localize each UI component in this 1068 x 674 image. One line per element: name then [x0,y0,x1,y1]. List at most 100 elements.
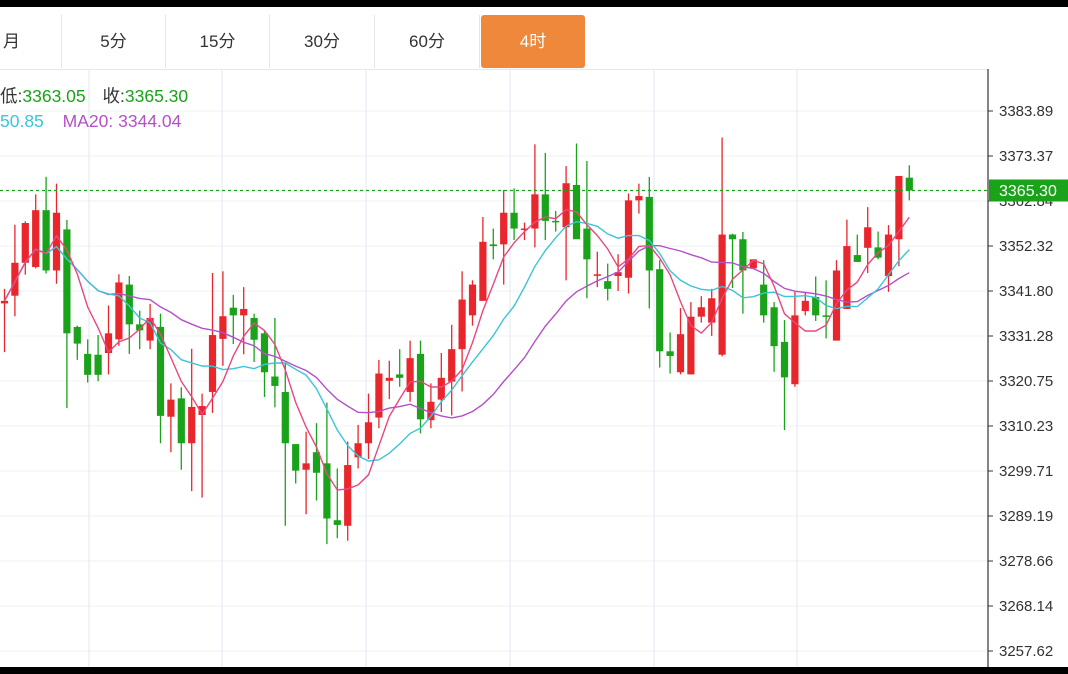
candle-body [198,406,206,416]
candle-body [427,401,435,421]
candle-body [635,196,643,201]
candle-body [645,196,653,271]
candle-body [240,308,248,316]
price-tick-label: 3383.89 [999,103,1053,120]
tab-month[interactable]: 月 [0,15,62,68]
candle-body [541,194,549,221]
candle-body [562,183,570,228]
candle-body [832,270,841,341]
candle-body [271,376,279,386]
candle-body [302,463,310,470]
candle-body [822,315,830,317]
candle-body [167,399,175,417]
candle-body [812,296,820,316]
candle-body [728,234,737,240]
candle-body [354,443,362,458]
candle-body [115,282,123,340]
ma-partial-value: 50.85 [0,111,44,131]
price-tick-label: 3278.66 [999,553,1053,570]
candle-body [188,406,196,444]
timeframe-tabbar: 月 5分 15分 30分 60分 4时 [0,7,1068,70]
tab-15min[interactable]: 15分 [166,15,270,68]
price-tick-label: 3320.75 [999,373,1053,390]
candle-body [905,177,913,191]
candle-body [853,255,861,262]
candle-body [146,317,154,341]
candle-body [593,274,601,276]
ma20-line [3,244,910,419]
candle-body [292,444,300,471]
candle-body [458,299,466,350]
candle-body [864,227,872,248]
tab-30min[interactable]: 30分 [270,15,375,68]
candle-body [895,175,903,240]
candle-body [552,220,560,223]
candle-body [219,316,227,339]
ma10-line [3,220,910,462]
candle-body [94,354,102,375]
candle-body [624,200,633,278]
price-tick-label: 3257.62 [999,643,1053,660]
candle-body [156,326,165,416]
candle-body [884,234,893,277]
candle-body [656,269,664,352]
candle-body [208,335,217,392]
candle-body [125,284,133,325]
current-price-tag [989,179,1068,202]
tab-4hour[interactable]: 4时 [481,15,585,68]
candle-body [718,234,726,355]
candle-body [63,229,71,334]
candle-body [843,246,851,309]
ohlc-legend-row: 低:3363.05 收:3365.30 [0,83,188,108]
price-axis-background [988,69,1068,667]
candle-body [583,228,591,260]
candle-body [479,241,487,301]
candle-body [281,391,289,444]
candle-body [708,298,716,323]
candle-body [520,228,529,231]
candle-body [250,317,258,340]
ma20-value: 3344.04 [118,111,182,131]
tab-60min[interactable]: 60分 [375,15,480,68]
candle-body [468,284,477,316]
chart-app: 月 5分 15分 30分 60分 4时 3383.89 3373.37 3362.8… [0,7,1068,667]
chart-grid [0,69,988,667]
current-price-value: 3365.30 [999,183,1057,200]
candle-body [323,463,331,519]
candle-body [21,223,29,263]
candle-body [11,262,19,296]
ma5-line [3,208,910,491]
tab-5min[interactable]: 5分 [62,15,166,68]
candle-body [489,244,497,247]
candle-body [84,353,92,375]
candle-body [364,422,373,444]
price-tick-label: 3373.37 [999,148,1053,165]
candle-body [760,284,768,316]
candle-body [375,373,383,418]
candle-body [52,212,61,271]
candles-layer [0,137,913,545]
candle-body [42,210,50,271]
candle-body [312,452,321,473]
candle-body [73,326,81,344]
ma-legend-row: 50.85 MA20: 3344.04 [0,111,181,132]
candle-body [448,349,456,382]
candle-body [396,374,404,378]
price-axis: 3383.893373.373362.843352.323341.803331.… [0,69,1068,667]
candle-body [531,194,539,229]
ma20-label: MA20: [62,111,114,131]
candle-body [229,307,237,316]
candle-body [0,300,9,304]
candle-body [344,465,352,526]
candle-body [500,212,508,245]
candle-body [260,333,269,373]
candle-body [614,272,622,277]
candle-body [510,212,518,229]
candle-body [676,334,685,373]
candle-body [32,210,40,268]
price-tick-label: 3341.80 [999,283,1053,300]
price-tick-label: 3289.19 [999,508,1053,525]
low-label: 低: [0,86,23,106]
candle-body [406,358,414,392]
candle-body [791,315,799,385]
